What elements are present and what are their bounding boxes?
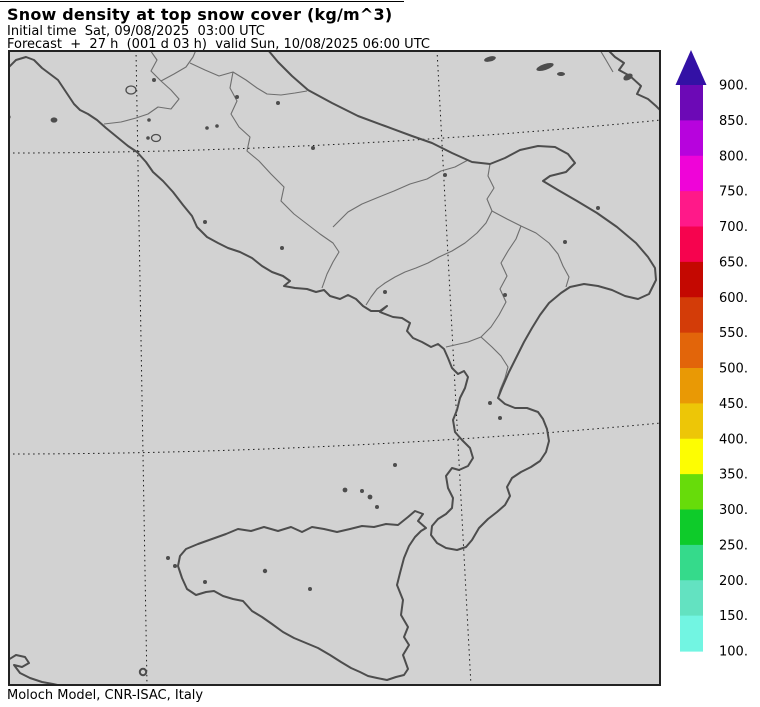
map-frame [8, 50, 661, 686]
colorbar-tick-label: 150. [719, 609, 748, 624]
colorbar-tick-label: 900. [719, 79, 748, 94]
colorbar-svg: 900. 850. 800. 750. 700. 650. 600. 550. 500. 450.… [675, 50, 748, 660]
colorbar-segment [680, 368, 703, 404]
colorbar-tick-label: 650. [719, 255, 748, 270]
colorbar-segment [680, 85, 703, 121]
colorbar-tick-label: 200. [719, 574, 748, 589]
colorbar-segment [680, 332, 703, 369]
forecast-line: Forecast + 27 h (001 d 03 h) valid Sun, … [7, 37, 430, 52]
colorbar-tick-label: 700. [719, 220, 748, 235]
lake-bracciano [150, 133, 162, 143]
colorbar-segment [680, 191, 703, 228]
colorbar-tick-label: 400. [719, 432, 748, 447]
colorbar-tick-label: 600. [719, 291, 748, 306]
colorbar-tick-label: 300. [719, 503, 748, 518]
meridian-west [135, 52, 148, 684]
coastlines [10, 52, 659, 684]
page-title: Snow density at top snow cover (kg/m^3) [7, 5, 393, 24]
colorbar-tick-label: 750. [719, 185, 748, 200]
colorbar-tick-label: 500. [719, 362, 748, 377]
colorbar-segment [680, 120, 703, 157]
colorbar-segment [680, 474, 703, 511]
coast-balkan [608, 52, 659, 111]
region-borders [103, 52, 614, 399]
top-rule [0, 1, 404, 2]
colorbar-segment [680, 261, 703, 298]
colorbar-tick-label: 350. [719, 468, 748, 483]
lake-bolsena [125, 85, 137, 95]
colorbar-segment [680, 509, 703, 546]
parallel-north [10, 119, 659, 154]
colorbar-tick-label: 850. [719, 114, 748, 129]
graticule [10, 52, 659, 684]
credit-text: Moloch Model, CNR-ISAC, Italy [7, 688, 204, 703]
colorbar-segment [680, 438, 703, 475]
colorbar-segment [680, 297, 703, 334]
initial-time-line: Initial time Sat, 09/08/2025 03:00 UTC [7, 24, 265, 39]
island-pantelleria [138, 667, 148, 677]
colorbar-tick-label: 450. [719, 397, 748, 412]
small-islands [10, 56, 633, 568]
colorbar-tick-label: 800. [719, 149, 748, 164]
colorbar-arrow [675, 50, 707, 85]
colorbar-tick-label: 550. [719, 326, 748, 341]
colorbar-segment [680, 403, 703, 440]
parallel-south [10, 422, 659, 455]
meridian-east [436, 52, 472, 684]
coast-tunisia [10, 654, 58, 684]
coast-sicily [177, 510, 427, 681]
city-dots [146, 78, 600, 591]
colorbar-tick-label: 100. [719, 645, 748, 660]
colorbar-segment [680, 155, 703, 192]
coast-italy-mainland [10, 52, 657, 551]
colorbar-segment [680, 544, 703, 581]
colorbar-segment [680, 580, 703, 617]
colorbar-segment [680, 226, 703, 263]
colorbar-segment [680, 615, 703, 652]
colorbar-tick-label: 250. [719, 538, 748, 553]
map-svg [10, 52, 659, 684]
